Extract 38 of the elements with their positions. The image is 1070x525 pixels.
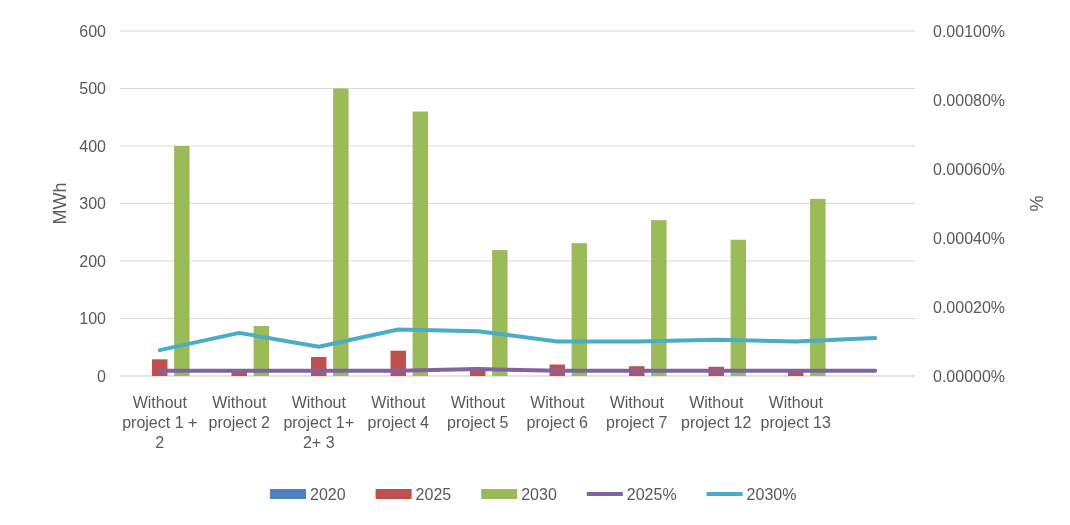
bar [651,220,667,376]
y2-tick-label: 0.00000% [933,367,1006,385]
x-tick-label: Without project 1+ 2+ 3 [283,394,355,451]
bar [730,239,747,376]
legend-label: 2030 [521,486,557,503]
legend-label: 2025 [415,486,452,503]
bar [810,198,826,376]
y2-tick-label: 0.00060% [933,160,1006,178]
y-tick-label: 400 [79,137,107,155]
y-tick-label: 100 [79,310,107,328]
y-tick-label: 200 [79,252,107,270]
y2-tick-label: 0.00080% [933,91,1006,109]
bar [412,111,429,376]
y-tick-label: 300 [79,195,107,213]
line-series [157,327,878,353]
bar [174,146,190,376]
x-tick-label: Without project 1 + 2 [122,394,198,451]
bar [571,243,588,376]
bar [492,250,508,376]
y2-tick-label: 0.00020% [933,298,1006,316]
legend-label: 2020 [310,486,346,503]
y-tick-label: 500 [79,80,107,98]
y2-axis-title: % [1026,195,1046,212]
x-tick-label: Without project 4 [367,394,430,431]
y-tick-label: 600 [79,22,107,40]
y-axis-title: MWh [50,182,70,225]
y2-tick-label: 0.00100% [933,22,1006,40]
y-tick-label: 0 [97,367,107,385]
x-tick-label: Without project 2 [208,394,271,431]
x-tick-label: Without project 5 [447,394,509,431]
legend-label: 2030% [746,486,797,503]
legend-label: 2025% [626,486,677,503]
x-tick-label: Without project 12 [681,394,752,431]
bar [333,88,349,376]
y2-tick-label: 0.00040% [933,229,1006,247]
x-tick-label: Without project 6 [526,394,589,431]
x-tick-label: Without project 7 [606,394,668,431]
x-tick-label: Without project 13 [760,394,831,431]
